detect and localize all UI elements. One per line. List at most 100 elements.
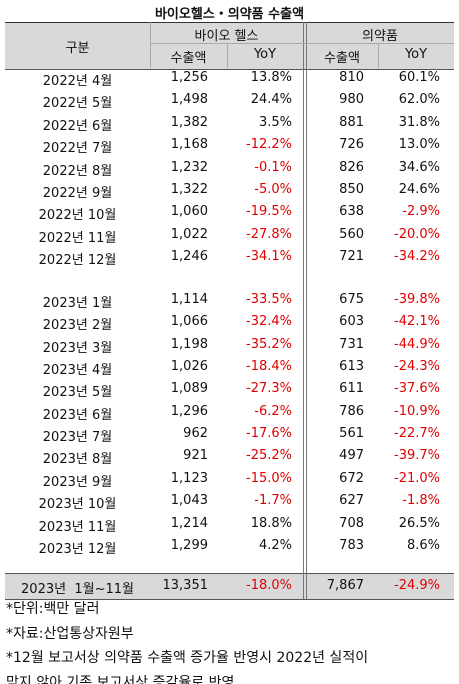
row-label: 2023년 3월 bbox=[42, 340, 113, 356]
cell: -33.5% bbox=[246, 292, 292, 307]
cell: -27.8% bbox=[246, 226, 292, 242]
cell: -1.7% bbox=[254, 493, 292, 509]
cell: -17.6% bbox=[246, 426, 292, 442]
cell: 13.0% bbox=[398, 137, 440, 153]
cell: -39.8% bbox=[394, 292, 440, 307]
cell: 1,060 bbox=[170, 204, 208, 220]
cell: 731 bbox=[339, 336, 364, 352]
header-divider bbox=[227, 43, 228, 68]
cell: -15.0% bbox=[246, 470, 292, 486]
cell: 1,214 bbox=[170, 515, 208, 531]
cell: -2.9% bbox=[402, 204, 440, 220]
cell: 850 bbox=[339, 182, 364, 197]
cell: -21.0% bbox=[394, 470, 440, 486]
cell: 603 bbox=[339, 314, 364, 330]
cell: 24.4% bbox=[250, 92, 292, 108]
row-label: 2022년 4월 bbox=[42, 74, 113, 89]
row-label: 2023년 1월~11월 bbox=[21, 582, 134, 597]
cell: -20.0% bbox=[394, 226, 440, 242]
cell: 613 bbox=[339, 359, 364, 375]
summary-cell: -24.9% bbox=[394, 578, 440, 593]
cell: -34.1% bbox=[246, 249, 292, 265]
cell: 4.2% bbox=[258, 537, 292, 553]
cell: 1,256 bbox=[170, 70, 208, 85]
cell: -24.3% bbox=[394, 359, 440, 375]
cell: -18.4% bbox=[246, 359, 292, 375]
cell: 611 bbox=[339, 381, 364, 397]
summary-cell: 13,351 bbox=[162, 578, 209, 593]
row-label: 2023년 7월 bbox=[42, 430, 113, 446]
cell: 561 bbox=[339, 426, 364, 442]
cell: -35.2% bbox=[246, 336, 292, 352]
header-line bbox=[150, 43, 454, 44]
cell: 921 bbox=[183, 448, 208, 464]
cell: 18.8% bbox=[250, 515, 292, 531]
row-label: 2022년 7월 bbox=[42, 141, 113, 157]
row-label: 2023년 10월 bbox=[38, 497, 117, 513]
header-cell: 수출액 bbox=[170, 51, 207, 66]
note: *12월 보고서상 의약품 수출액 증가율 반영시 2022년 실적이 bbox=[6, 650, 369, 666]
cell: -0.1% bbox=[254, 159, 292, 175]
cell: -1.8% bbox=[402, 493, 440, 509]
row-label: 2023년 12월 bbox=[38, 541, 117, 557]
cell: 627 bbox=[339, 493, 364, 509]
cell: 786 bbox=[339, 403, 364, 419]
cell: -37.6% bbox=[394, 381, 440, 397]
cell: 8.6% bbox=[406, 537, 440, 553]
cell: 638 bbox=[339, 204, 364, 220]
cell: 1,198 bbox=[170, 336, 208, 352]
header-cell: 바이오 헬스 bbox=[194, 29, 259, 44]
cell: 721 bbox=[339, 249, 364, 265]
cell: -42.1% bbox=[394, 314, 440, 330]
header-cell: YoY bbox=[404, 47, 428, 62]
cell: 1,168 bbox=[170, 137, 208, 153]
cell: 31.8% bbox=[398, 114, 440, 130]
row-label: 2022년 9월 bbox=[42, 186, 113, 201]
header-cell: 수출액 bbox=[324, 51, 360, 66]
header-cell: 구분 bbox=[65, 41, 90, 56]
cell: -32.4% bbox=[246, 314, 292, 330]
cell: 1,232 bbox=[170, 159, 208, 175]
cell: 962 bbox=[183, 426, 208, 442]
summary-cell: 7,867 bbox=[326, 578, 364, 593]
cell: 1,322 bbox=[170, 182, 208, 197]
cell: 1,382 bbox=[170, 114, 208, 130]
cell: 1,299 bbox=[170, 537, 208, 553]
row-label: 2023년 2월 bbox=[42, 318, 113, 334]
cell: 1,026 bbox=[170, 359, 208, 375]
cell: 560 bbox=[339, 226, 364, 242]
row-label: 2023년 6월 bbox=[42, 407, 113, 423]
header-divider bbox=[378, 43, 379, 68]
cell: -25.2% bbox=[246, 448, 292, 464]
double-divider bbox=[303, 22, 307, 599]
cell: 675 bbox=[339, 292, 364, 307]
cell: 726 bbox=[339, 137, 364, 153]
cell: 13.8% bbox=[250, 70, 292, 85]
header-divider bbox=[150, 22, 151, 68]
summary-bg bbox=[5, 573, 454, 600]
cell: 60.1% bbox=[398, 70, 440, 85]
cell: 1,123 bbox=[170, 470, 208, 486]
header-bg bbox=[5, 22, 454, 70]
cell: 783 bbox=[339, 537, 364, 553]
cell: -19.5% bbox=[246, 204, 292, 220]
cell: 3.5% bbox=[258, 114, 292, 130]
cell: 1,296 bbox=[170, 403, 208, 419]
cell: 881 bbox=[339, 114, 364, 130]
cell: 826 bbox=[339, 159, 364, 175]
cell: 1,246 bbox=[170, 249, 208, 265]
cell: 1,066 bbox=[170, 314, 208, 330]
row-label: 2022년 11월 bbox=[38, 230, 117, 246]
cell: -5.0% bbox=[254, 182, 292, 197]
cell: -22.7% bbox=[394, 426, 440, 442]
cell: -6.2% bbox=[254, 403, 292, 419]
row-label: 2022년 8월 bbox=[42, 163, 113, 179]
header-cell: YoY bbox=[253, 47, 277, 62]
cell: 1,022 bbox=[170, 226, 208, 242]
row-label: 2022년 12월 bbox=[38, 253, 117, 269]
cell: 34.6% bbox=[398, 159, 440, 175]
row-label: 2023년 8월 bbox=[42, 452, 113, 468]
row-label: 2023년 4월 bbox=[42, 363, 113, 379]
cell: 1,089 bbox=[170, 381, 208, 397]
cell: -34.2% bbox=[394, 249, 440, 265]
